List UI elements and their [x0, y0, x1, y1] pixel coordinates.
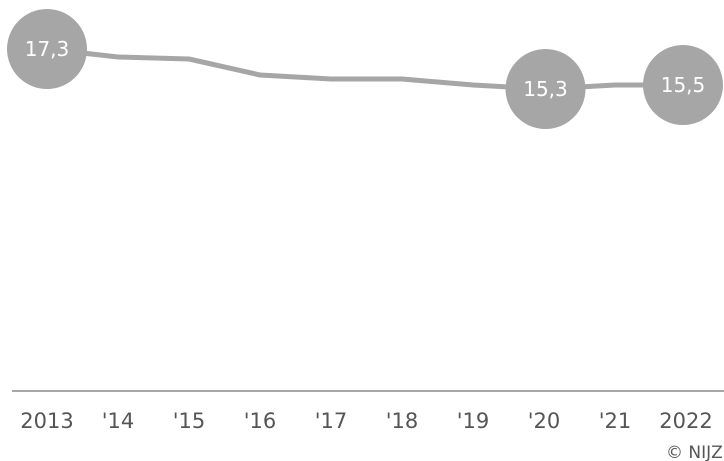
data-value-label: 15,5 [661, 73, 706, 97]
source-credit: © NIJZ [666, 443, 723, 461]
x-tick-label: '18 [386, 409, 419, 433]
x-tick-label: '21 [599, 409, 632, 433]
x-tick-label: 2022 [659, 409, 712, 433]
x-tick-labels: 2013 '14 '15 '16 '17 '18 '19 '20 '21 2022 [20, 409, 712, 433]
data-point-marker [7, 9, 87, 89]
series-layer [46, 46, 686, 92]
x-tick-label: '14 [102, 409, 135, 433]
x-tick-label: '16 [244, 409, 277, 433]
x-tick-label: '17 [315, 409, 348, 433]
data-point-marker [505, 49, 586, 129]
x-tick-label: 2013 [20, 409, 73, 433]
highlight-markers: 17,3 15,3 15,5 [7, 9, 723, 129]
x-tick-label: '15 [173, 409, 206, 433]
x-tick-label: '19 [457, 409, 490, 433]
data-point-marker [643, 45, 723, 125]
data-value-label: 15,3 [523, 77, 568, 101]
x-tick-label: '20 [528, 409, 561, 433]
data-value-label: 17,3 [25, 37, 70, 61]
series-line [46, 46, 686, 92]
